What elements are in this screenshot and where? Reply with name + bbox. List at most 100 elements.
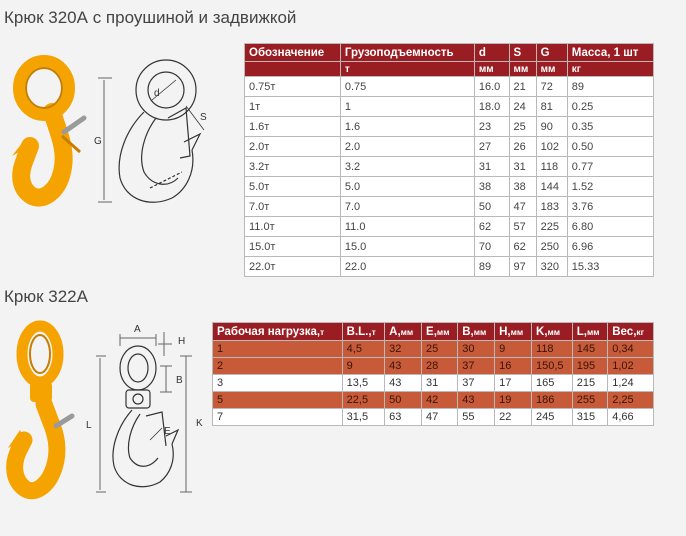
dimension-h: H: [158, 332, 185, 356]
cell-d: 16.0: [473, 76, 510, 97]
cell-bl: 22,5: [341, 391, 386, 409]
cell-k: 165: [531, 374, 573, 392]
cell-load: 7: [212, 408, 343, 426]
label-h: H: [178, 336, 185, 347]
dimension-l: L: [86, 355, 106, 493]
section2-title: Крюк 322А: [4, 287, 88, 306]
cell-mass: 0.50: [566, 136, 655, 157]
cell-capacity: 3.2: [339, 156, 475, 177]
col-b-label: B,: [462, 325, 474, 338]
label-l: L: [86, 420, 92, 431]
cell-l: 255: [571, 391, 609, 409]
cell-g: 225: [535, 216, 568, 237]
col-e: E,мм: [421, 322, 459, 341]
cell-designation: 2.0т: [244, 136, 341, 157]
col-mass: Масса, 1 шт: [566, 43, 655, 62]
cell-weight: 1,24: [607, 374, 654, 392]
cell-s: 26: [508, 136, 537, 157]
cell-mass: 0.35: [566, 116, 655, 137]
cell-capacity: 0.75: [339, 76, 475, 97]
col-a: A,мм: [384, 322, 423, 341]
cell-capacity: 11.0: [339, 216, 475, 237]
cell-capacity: 5.0: [339, 176, 475, 197]
col-b: B,мм: [457, 322, 496, 341]
unit-s: мм: [508, 61, 537, 77]
cell-capacity: 1.6: [339, 116, 475, 137]
cell-k: 118: [531, 340, 573, 358]
label-s: S: [200, 112, 207, 123]
cell-capacity: 7.0: [339, 196, 475, 217]
cell-load: 1: [212, 340, 343, 358]
cell-s: 57: [508, 216, 537, 237]
cell-load: 5: [212, 391, 343, 409]
cell-s: 24: [508, 96, 537, 117]
table-header-row: Рабочая нагрузка,т B.L.,т A,мм E,мм B,мм H,мм…: [212, 322, 654, 341]
col-g: G: [535, 43, 568, 62]
dimension-s: [185, 105, 205, 131]
cell-b: 30: [457, 340, 496, 358]
cell-l: 145: [571, 340, 609, 358]
cell-g: 72: [535, 76, 568, 97]
col-k-label: K,: [536, 325, 548, 338]
cell-weight: 4,66: [607, 408, 654, 426]
cell-mass: 6.80: [566, 216, 655, 237]
col-bl-label: B.L.,: [346, 325, 372, 338]
dimension-e: [149, 427, 163, 441]
unit-designation: [244, 61, 341, 77]
table-units-row: т мм мм мм кг: [244, 61, 655, 77]
cell-a: 43: [384, 357, 423, 375]
col-weight-label: Вес,: [612, 325, 637, 338]
cell-capacity: 2.0: [339, 136, 475, 157]
col-designation: Обозначение: [244, 43, 341, 62]
table-row: 5.0т 5.0 38 38 144 1.52: [244, 176, 655, 197]
hook-320a-photo: [12, 55, 87, 207]
cell-designation: 15.0т: [244, 236, 341, 257]
hook-322a-table: Рабочая нагрузка,т B.L.,т A,мм E,мм B,мм H,мм…: [212, 322, 654, 426]
cell-b: 37: [457, 374, 496, 392]
unit-d: мм: [473, 61, 510, 77]
cell-d: 50: [473, 196, 510, 217]
col-load-label: Рабочая нагрузка,: [217, 325, 321, 338]
cell-a: 32: [384, 340, 423, 358]
cell-d: 31: [473, 156, 510, 177]
cell-g: 320: [535, 256, 568, 277]
cell-k: 150,5: [531, 357, 573, 375]
cell-g: 183: [535, 196, 568, 217]
dimension-g: G: [94, 77, 112, 203]
table-row: 1т 1 18.0 24 81 0.25: [244, 96, 655, 117]
cell-a: 63: [384, 408, 423, 426]
cell-h: 22: [494, 408, 533, 426]
table-row: 5 22,5 50 42 43 19 186 255 2,25: [212, 391, 654, 409]
cell-designation: 0.75т: [244, 76, 341, 97]
cell-b: 43: [457, 391, 496, 409]
col-h: H,мм: [494, 322, 533, 341]
cell-capacity: 22.0: [339, 256, 475, 277]
cell-d: 89: [473, 256, 510, 277]
unit-mass: кг: [566, 61, 655, 77]
table-row: 7 31,5 63 47 55 22 245 315 4,66: [212, 408, 654, 426]
cell-capacity: 1: [339, 96, 475, 117]
cell-mass: 6.96: [566, 236, 655, 257]
cell-d: 27: [473, 136, 510, 157]
cell-mass: 0.25: [566, 96, 655, 117]
cell-weight: 1,02: [607, 357, 654, 375]
cell-h: 9: [494, 340, 533, 358]
hook-322a-figure: L A H B K E: [6, 320, 203, 500]
cell-designation: 1.6т: [244, 116, 341, 137]
col-b-unit: мм: [473, 326, 487, 337]
cell-g: 90: [535, 116, 568, 137]
col-load-unit: т: [320, 326, 325, 337]
col-k: K,мм: [531, 322, 573, 341]
col-bl: B.L.,т: [341, 322, 386, 341]
cell-s: 21: [508, 76, 537, 97]
cell-h: 16: [494, 357, 533, 375]
cell-mass: 3.76: [566, 196, 655, 217]
col-l-unit: мм: [587, 326, 600, 337]
table-row: 15.0т 15.0 70 62 250 6.96: [244, 236, 655, 257]
cell-k: 245: [531, 408, 573, 426]
cell-capacity: 15.0: [339, 236, 475, 257]
cell-e: 25: [421, 340, 459, 358]
cell-designation: 22.0т: [244, 256, 341, 277]
cell-s: 62: [508, 236, 537, 257]
cell-s: 47: [508, 196, 537, 217]
